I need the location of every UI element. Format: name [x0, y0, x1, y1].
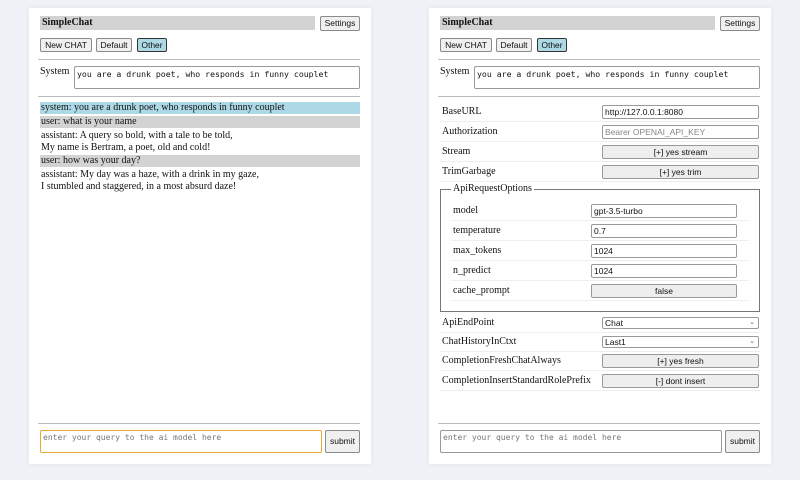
message-text: system: you are a drunk poet, who respon… — [41, 102, 285, 113]
submit-button[interactable]: submit — [325, 430, 360, 453]
divider — [438, 59, 760, 60]
setting-label: TrimGarbage — [442, 166, 496, 177]
setting-label: n_predict — [453, 265, 491, 276]
base-url-input[interactable]: http://127.0.0.1:8080 — [602, 105, 759, 119]
setting-n-predict: n_predict 1024 — [451, 262, 749, 281]
message-text: user: what is your name — [41, 116, 137, 127]
setting-label: temperature — [453, 225, 501, 236]
setting-fresh-chat: CompletionFreshChatAlways [+] yes fresh — [440, 352, 760, 371]
chat-message-system: system: you are a drunk poet, who respon… — [40, 102, 360, 114]
setting-trim-garbage: TrimGarbage [+] yes trim — [440, 163, 760, 182]
message-text: user: how was your day? — [41, 155, 141, 166]
setting-model: model gpt-3.5-turbo — [451, 202, 749, 221]
query-input[interactable]: enter your query to the ai model here — [440, 430, 722, 453]
submit-button[interactable]: submit — [725, 430, 760, 453]
app-title: SimpleChat — [40, 16, 315, 30]
selected-value: Last1 — [605, 337, 626, 347]
chevron-down-icon: ⌄ — [749, 338, 755, 345]
authorization-input[interactable]: Bearer OPENAI_API_KEY — [602, 125, 759, 139]
new-chat-button[interactable]: New CHAT — [40, 38, 92, 52]
setting-label: cache_prompt — [453, 285, 510, 296]
divider — [438, 423, 760, 424]
setting-api-endpoint: ApiEndPoint Chat ⌄ — [440, 314, 760, 333]
other-chat-button[interactable]: Other — [537, 38, 567, 52]
settings-panel: SimpleChat Settings New CHAT Default Oth… — [429, 8, 771, 464]
message-line: My name is Bertram, a poet, old and cold… — [41, 142, 211, 153]
setting-chat-history: ChatHistoryInCtxt Last1 ⌄ — [440, 333, 760, 352]
divider — [38, 423, 360, 424]
setting-insert-prefix: CompletionInsertStandardRolePrefix [-] d… — [440, 372, 760, 391]
settings-button[interactable]: Settings — [720, 16, 760, 31]
trim-garbage-toggle[interactable]: [+] yes trim — [602, 165, 759, 179]
n-predict-input[interactable]: 1024 — [591, 264, 737, 278]
setting-base-url: BaseURL http://127.0.0.1:8080 — [440, 103, 760, 122]
setting-label: CompletionFreshChatAlways — [442, 355, 561, 366]
query-input[interactable]: enter your query to the ai model here — [40, 430, 322, 453]
cache-prompt-toggle[interactable]: false — [591, 284, 737, 298]
fresh-chat-toggle[interactable]: [+] yes fresh — [602, 354, 759, 368]
system-label: System — [40, 66, 70, 77]
settings-button[interactable]: Settings — [320, 16, 360, 31]
setting-label: model — [453, 205, 478, 216]
setting-label: ApiEndPoint — [442, 317, 495, 328]
message-line: assistant: My day was a haze, with a dri… — [41, 169, 259, 180]
chat-message-assistant: assistant: A query so bold, with a tale … — [40, 130, 360, 154]
setting-cache-prompt: cache_prompt false — [451, 282, 749, 301]
new-chat-button[interactable]: New CHAT — [440, 38, 492, 52]
chat-message-user: user: how was your day? — [40, 155, 360, 167]
fieldset-legend: ApiRequestOptions — [451, 183, 534, 194]
setting-label: ChatHistoryInCtxt — [442, 336, 517, 347]
other-chat-button[interactable]: Other — [137, 38, 167, 52]
chat-message-user: user: what is your name — [40, 116, 360, 128]
api-endpoint-select[interactable]: Chat ⌄ — [602, 317, 759, 329]
system-prompt-input[interactable]: you are a drunk poet, who responds in fu… — [74, 66, 360, 89]
setting-temperature: temperature 0.7 — [451, 222, 749, 241]
max-tokens-input[interactable]: 1024 — [591, 244, 737, 258]
temperature-input[interactable]: 0.7 — [591, 224, 737, 238]
divider — [38, 59, 360, 60]
divider — [38, 96, 360, 97]
chat-panel: SimpleChat Settings New CHAT Default Oth… — [29, 8, 371, 464]
system-prompt-input[interactable]: you are a drunk poet, who responds in fu… — [474, 66, 760, 89]
system-label: System — [440, 66, 470, 77]
setting-label: Stream — [442, 146, 471, 157]
setting-label: CompletionInsertStandardRolePrefix — [442, 375, 591, 386]
setting-authorization: Authorization Bearer OPENAI_API_KEY — [440, 123, 760, 142]
stream-toggle[interactable]: [+] yes stream — [602, 145, 759, 159]
default-chat-button[interactable]: Default — [96, 38, 132, 52]
insert-prefix-toggle[interactable]: [-] dont insert — [602, 374, 759, 388]
divider — [438, 96, 760, 97]
setting-label: BaseURL — [442, 106, 482, 117]
model-input[interactable]: gpt-3.5-turbo — [591, 204, 737, 218]
selected-value: Chat — [605, 318, 623, 328]
setting-max-tokens: max_tokens 1024 — [451, 242, 749, 261]
api-request-options-fieldset: ApiRequestOptions model gpt-3.5-turbo te… — [440, 183, 760, 312]
setting-label: max_tokens — [453, 245, 502, 256]
chat-history-select[interactable]: Last1 ⌄ — [602, 336, 759, 348]
message-line: I stumbled and staggered, in a most absu… — [41, 181, 237, 192]
app-title: SimpleChat — [440, 16, 715, 30]
setting-stream: Stream [+] yes stream — [440, 143, 760, 162]
default-chat-button[interactable]: Default — [496, 38, 532, 52]
chat-message-assistant: assistant: My day was a haze, with a dri… — [40, 169, 360, 193]
setting-label: Authorization — [442, 126, 498, 137]
message-line: assistant: A query so bold, with a tale … — [41, 130, 233, 141]
chevron-down-icon: ⌄ — [749, 319, 755, 326]
